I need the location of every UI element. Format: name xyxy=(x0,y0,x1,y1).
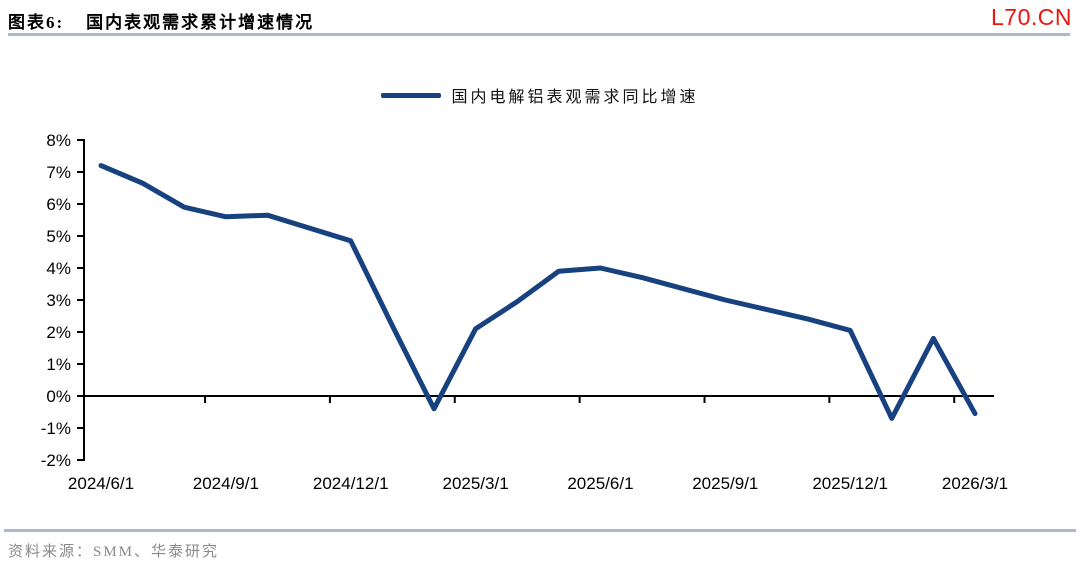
x-tick-label: 2024/12/1 xyxy=(313,474,389,493)
y-tick-label: 7% xyxy=(46,163,71,182)
y-tick-label: 8% xyxy=(46,131,71,150)
figure-header: 图表6: 国内表观需求累计增速情况 L70.CN xyxy=(8,4,1072,32)
figure-label: 图表6: xyxy=(8,13,65,32)
x-tick-label: 2026/3/1 xyxy=(942,474,1008,493)
y-tick-label: 3% xyxy=(46,291,71,310)
legend-label: 国内电解铝表观需求同比增速 xyxy=(451,89,699,106)
x-tick-label: 2024/9/1 xyxy=(193,474,259,493)
x-tick-label: 2025/12/1 xyxy=(812,474,888,493)
legend-line-swatch xyxy=(381,92,442,98)
x-tick-label: 2024/6/1 xyxy=(68,474,134,493)
y-tick-label: 2% xyxy=(46,323,71,342)
watermark-text: L70.CN xyxy=(991,4,1072,30)
x-tick-label: 2025/9/1 xyxy=(692,474,758,493)
series-line-domestic-aluminum-demand-yoy xyxy=(98,163,978,421)
y-tick-label: 4% xyxy=(46,259,71,278)
figure-title: 国内表观需求累计增速情况 xyxy=(86,13,315,32)
y-tick-label: 0% xyxy=(46,387,71,406)
y-tick-label: -2% xyxy=(41,451,71,470)
header-divider xyxy=(8,33,1070,36)
footer-divider xyxy=(4,529,1076,532)
y-tick-label: 1% xyxy=(46,355,71,374)
figure-title-row: 图表6: 国内表观需求累计增速情况 xyxy=(8,4,314,33)
source-note: 资料来源：SMM、华泰研究 xyxy=(8,544,220,560)
chart-legend: 国内电解铝表观需求同比增速 xyxy=(0,84,1080,106)
y-tick-label: 5% xyxy=(46,227,71,246)
y-tick-label: -1% xyxy=(41,419,71,438)
x-tick-label: 2025/3/1 xyxy=(442,474,508,493)
x-tick-label: 2025/6/1 xyxy=(567,474,633,493)
y-tick-label: 6% xyxy=(46,195,71,214)
